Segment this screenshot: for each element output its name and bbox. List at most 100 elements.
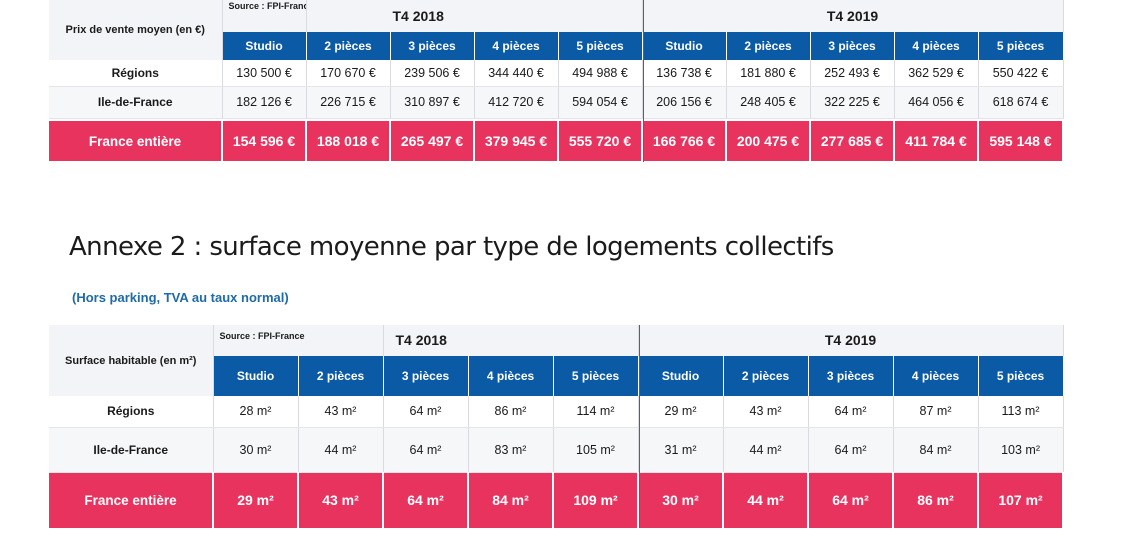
cell: 618 674 € [978, 86, 1064, 119]
column-header: Studio [638, 356, 724, 396]
cell: 226 715 € [306, 86, 391, 119]
cell: 64 m² [383, 472, 469, 528]
cell: 412 720 € [474, 86, 559, 119]
table-row: Ile-de-France 30 m² 44 m² 64 m² 83 m² 10… [49, 427, 1064, 473]
column-header: 5 pièces [558, 32, 643, 60]
cell: 277 685 € [810, 121, 895, 161]
cell: 103 m² [978, 427, 1064, 473]
cell: 464 056 € [894, 86, 979, 119]
cell: 64 m² [808, 472, 895, 528]
price-table: Prix de vente moyen (en €) Source : FPI-… [49, 0, 1065, 161]
cell: 84 m² [893, 427, 979, 473]
cell: 28 m² [213, 396, 299, 428]
column-header: 4 pièces [474, 32, 559, 60]
cell: 379 945 € [474, 121, 559, 161]
cell: 86 m² [893, 472, 980, 528]
cell: 595 148 € [978, 121, 1065, 161]
corner-label: Surface habitable (en m²) [49, 325, 214, 396]
total-row: France entière 29 m² 43 m² 64 m² 84 m² 1… [49, 472, 1065, 528]
cell: 206 156 € [642, 86, 727, 119]
total-row: France entière 154 596 € 188 018 € 265 4… [49, 121, 1065, 161]
cell: 64 m² [383, 427, 469, 473]
cell: 411 784 € [894, 121, 979, 161]
column-header: 5 pièces [553, 356, 639, 396]
column-header: 5 pièces [978, 356, 1064, 396]
period-header-2018: T4 2018 [306, 0, 643, 32]
table-row: Ile-de-France 182 126 € 226 715 € 310 89… [49, 86, 1064, 119]
cell: 29 m² [638, 396, 724, 428]
cell: 181 880 € [726, 60, 811, 87]
row-label: Régions [49, 396, 214, 428]
cell: 64 m² [808, 396, 894, 428]
cell: 44 m² [723, 427, 809, 473]
row-label: Ile-de-France [49, 86, 223, 119]
cell: 86 m² [468, 396, 554, 428]
cell: 105 m² [553, 427, 639, 473]
column-header: Studio [222, 32, 307, 60]
annex-subtitle: (Hors parking, TVA au taux normal) [72, 290, 289, 305]
column-header: 2 pièces [726, 32, 811, 60]
cell: 43 m² [298, 396, 384, 428]
annex-title: Annexe 2 : surface moyenne par type de l… [69, 232, 834, 262]
column-header: Studio [642, 32, 727, 60]
table-row: Régions 28 m² 43 m² 64 m² 86 m² 114 m² 2… [49, 396, 1064, 428]
cell: 265 497 € [390, 121, 475, 161]
cell: 44 m² [298, 427, 384, 473]
corner-label: Prix de vente moyen (en €) [49, 0, 223, 60]
cell: 594 054 € [558, 86, 643, 119]
cell: 239 506 € [390, 60, 475, 87]
period-header-2019: T4 2019 [642, 0, 1064, 32]
period-divider [639, 325, 640, 528]
column-header: 3 pièces [808, 356, 894, 396]
period-header-2019: T4 2019 [638, 325, 1064, 356]
cell: 107 m² [978, 472, 1065, 528]
cell: 109 m² [553, 472, 640, 528]
cell: 64 m² [808, 427, 894, 473]
cell: 252 493 € [810, 60, 895, 87]
cell: 83 m² [468, 427, 554, 473]
cell: 494 988 € [558, 60, 643, 87]
cell: 113 m² [978, 396, 1064, 428]
column-header: 2 pièces [723, 356, 809, 396]
table-row: Régions 130 500 € 170 670 € 239 506 € 34… [49, 60, 1064, 87]
cell: 362 529 € [894, 60, 979, 87]
cell: 188 018 € [306, 121, 391, 161]
cell: 30 m² [213, 427, 299, 473]
cell: 43 m² [723, 396, 809, 428]
cell: 154 596 € [222, 121, 307, 161]
row-label: France entière [49, 121, 223, 161]
cell: 84 m² [468, 472, 554, 528]
cell: 31 m² [638, 427, 724, 473]
cell: 555 720 € [558, 121, 643, 161]
cell: 170 670 € [306, 60, 391, 87]
cell: 43 m² [298, 472, 384, 528]
cell: 30 m² [638, 472, 725, 528]
row-label: Ile-de-France [49, 427, 214, 473]
period-header-2018: T4 2018 [383, 325, 639, 356]
column-header: 2 pièces [298, 356, 384, 396]
source-note: Source : FPI-France [213, 325, 384, 356]
cell: 44 m² [723, 472, 810, 528]
column-header: 3 pièces [810, 32, 895, 60]
cell: 29 m² [213, 472, 299, 528]
cell: 182 126 € [222, 86, 307, 119]
cell: 248 405 € [726, 86, 811, 119]
column-header: 4 pièces [894, 32, 979, 60]
column-header: 3 pièces [383, 356, 469, 396]
cell: 166 766 € [642, 121, 727, 161]
column-header: 4 pièces [893, 356, 979, 396]
cell: 550 422 € [978, 60, 1064, 87]
cell: 130 500 € [222, 60, 307, 87]
row-label: France entière [49, 472, 214, 528]
period-divider [643, 0, 644, 162]
column-header: 3 pièces [390, 32, 475, 60]
cell: 114 m² [553, 396, 639, 428]
surface-table: Surface habitable (en m²) Source : FPI-F… [49, 325, 1065, 528]
column-header: 2 pièces [306, 32, 391, 60]
cell: 344 440 € [474, 60, 559, 87]
cell: 136 738 € [642, 60, 727, 87]
column-header: 4 pièces [468, 356, 554, 396]
column-header: Studio [213, 356, 299, 396]
cell: 310 897 € [390, 86, 475, 119]
cell: 87 m² [893, 396, 979, 428]
